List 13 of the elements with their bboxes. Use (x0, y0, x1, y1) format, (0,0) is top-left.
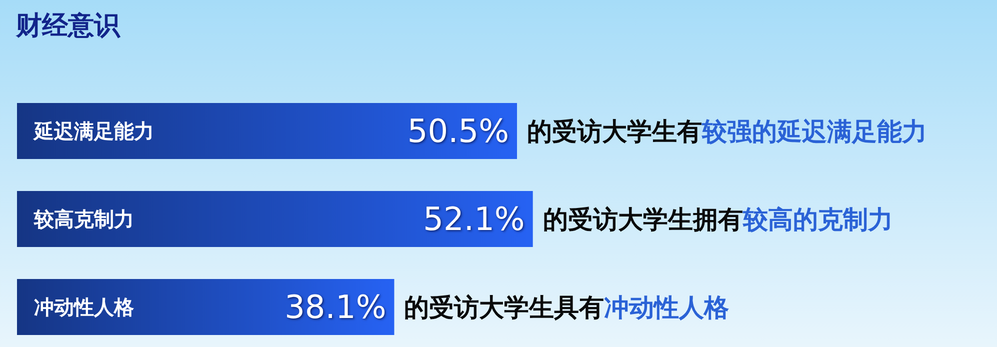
chart-title: 财经意识 (15, 11, 121, 41)
data-label: 50.5% (407, 112, 509, 150)
y-tick-label: 延迟满足能力 (32, 119, 154, 143)
annotation: 的受访大学生有 (527, 117, 702, 146)
data-label: 38.1% (284, 288, 386, 326)
text: 冲动性人格 (604, 293, 730, 322)
y-tick-label: 冲动性人格 (34, 295, 135, 319)
data-label: 52.1% (423, 200, 525, 238)
y-tick-label: 较高克制力 (33, 207, 134, 231)
text: 较高的克制力 (742, 205, 893, 234)
annotation: 的受访大学生具有 (404, 293, 604, 322)
text: 较强的延迟满足能力 (701, 117, 927, 146)
text: 的受访大学生拥有 (542, 205, 743, 234)
